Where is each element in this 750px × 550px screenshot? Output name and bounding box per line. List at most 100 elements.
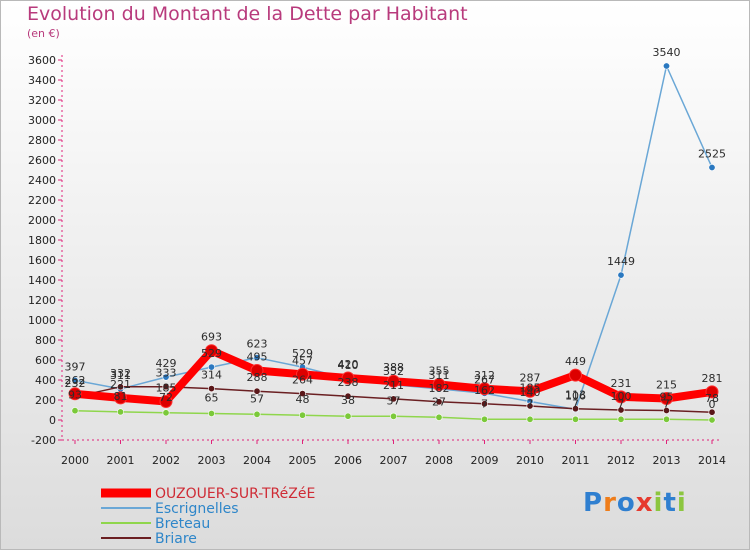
x-tick-label: 2013 xyxy=(653,454,681,467)
y-tick-label: 2200 xyxy=(28,194,56,207)
data-point xyxy=(162,409,170,417)
data-point xyxy=(159,395,173,408)
data-label: 162 xyxy=(474,384,495,397)
data-point xyxy=(526,415,534,423)
data-label: 312 xyxy=(474,369,495,382)
data-label: 314 xyxy=(201,369,222,382)
x-tick-label: 2012 xyxy=(607,454,635,467)
x-tick-label: 2000 xyxy=(61,454,89,467)
data-point xyxy=(205,344,218,358)
data-label: 1449 xyxy=(607,255,635,268)
data-label: 352 xyxy=(383,365,404,378)
data-label: 65 xyxy=(205,392,219,405)
data-point xyxy=(71,407,79,415)
data-point xyxy=(662,62,670,70)
y-tick-label: 800 xyxy=(35,334,56,347)
data-point xyxy=(662,415,670,423)
logo-letter: P xyxy=(583,488,604,518)
data-label: 211 xyxy=(383,379,404,392)
x-tick-label: 2005 xyxy=(289,454,317,467)
data-label: 27 xyxy=(432,395,446,408)
data-label: 262 xyxy=(65,374,86,387)
data-label: 3540 xyxy=(653,46,681,59)
y-tick-label: 2000 xyxy=(28,214,56,227)
logo-letter: r xyxy=(603,488,617,518)
y-tick-label: 0 xyxy=(49,414,56,427)
data-label: 529 xyxy=(292,347,313,360)
x-tick-label: 2004 xyxy=(243,454,271,467)
data-point xyxy=(480,400,488,408)
data-label: 48 xyxy=(296,393,310,406)
data-label: 457 xyxy=(292,354,313,367)
data-point xyxy=(71,376,79,384)
data-label: 281 xyxy=(702,372,723,385)
data-label: 37 xyxy=(387,394,401,407)
data-label: 264 xyxy=(292,374,313,387)
data-label: 495 xyxy=(247,351,268,364)
y-tick-label: 1200 xyxy=(28,294,56,307)
data-point xyxy=(253,387,261,395)
data-point xyxy=(526,402,534,410)
data-label: 267 xyxy=(474,373,495,386)
data-label: 221 xyxy=(110,378,131,391)
data-label: 410 xyxy=(338,359,359,372)
data-label: 182 xyxy=(429,382,450,395)
data-label: 623 xyxy=(247,338,268,351)
data-label: 185 xyxy=(520,382,541,395)
data-label: 7 xyxy=(572,397,579,410)
data-point xyxy=(571,405,579,413)
y-tick-label: 1800 xyxy=(28,234,56,247)
data-label: 140 xyxy=(520,386,541,399)
data-label: 7 xyxy=(481,397,488,410)
x-tick-label: 2009 xyxy=(471,454,499,467)
y-tick-label: 1400 xyxy=(28,274,56,287)
x-tick-label: 2014 xyxy=(698,454,726,467)
y-tick-label: 1000 xyxy=(28,314,56,327)
data-label: 288 xyxy=(247,371,268,384)
data-point xyxy=(296,367,309,381)
logo-letter: o xyxy=(616,488,636,518)
data-point xyxy=(208,363,216,371)
data-label: 7 xyxy=(663,397,670,410)
data-label: 106 xyxy=(565,389,586,402)
legend-label: Breteau xyxy=(155,516,210,532)
legend-label: OUZOUER-SUR-TRéZéE xyxy=(155,486,315,502)
data-point xyxy=(208,385,216,393)
data-point xyxy=(480,415,488,423)
legend-label: Briare xyxy=(155,531,197,547)
logo-letter: t xyxy=(663,488,677,518)
x-tick-label: 2002 xyxy=(152,454,180,467)
logo-letter: i xyxy=(676,488,687,518)
data-point xyxy=(344,412,352,420)
data-point xyxy=(432,378,446,391)
data-label: 355 xyxy=(429,365,450,378)
data-label: 232 xyxy=(65,377,86,390)
data-point xyxy=(250,364,264,377)
data-label: 72 xyxy=(159,391,173,404)
data-label: 333 xyxy=(156,367,177,380)
data-point xyxy=(617,271,625,279)
data-point xyxy=(298,411,306,419)
y-tick-label: 600 xyxy=(35,354,56,367)
chart-title: Evolution du Montant de la Dette par Hab… xyxy=(27,3,468,25)
data-label: 185 xyxy=(156,382,177,395)
data-point xyxy=(708,408,716,416)
data-label: 529 xyxy=(201,347,222,360)
y-tick-label: 2600 xyxy=(28,154,56,167)
data-label: 332 xyxy=(110,367,131,380)
data-point xyxy=(478,382,491,396)
y-tick-label: 3000 xyxy=(28,114,56,127)
data-label: 449 xyxy=(565,355,586,368)
x-tick-label: 2006 xyxy=(334,454,362,467)
data-label: 100 xyxy=(611,390,632,403)
data-label: 93 xyxy=(68,389,82,402)
data-point xyxy=(208,409,216,417)
y-tick-label: 3400 xyxy=(28,74,56,87)
y-tick-label: 2400 xyxy=(28,174,56,187)
legend-label: Escrignelles xyxy=(155,501,239,517)
data-label: 311 xyxy=(110,369,131,382)
data-point xyxy=(571,415,579,423)
data-label: 81 xyxy=(114,390,128,403)
x-tick-label: 2007 xyxy=(380,454,408,467)
